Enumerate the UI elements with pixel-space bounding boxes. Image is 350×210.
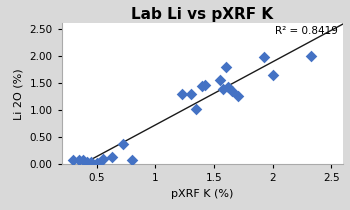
Title: Lab Li vs pXRF K: Lab Li vs pXRF K — [131, 7, 273, 22]
Point — [217, 79, 223, 82]
Point — [96, 161, 102, 164]
Point — [71, 159, 76, 162]
Point — [199, 84, 205, 87]
Point — [194, 107, 199, 111]
Point — [202, 83, 208, 87]
Point — [94, 161, 100, 164]
Point — [270, 73, 275, 76]
Point — [235, 95, 240, 98]
Point — [88, 160, 94, 163]
Point — [262, 56, 267, 59]
Point — [220, 88, 226, 91]
Point — [85, 160, 90, 163]
Point — [225, 85, 231, 89]
Y-axis label: Li 2O (%): Li 2O (%) — [14, 68, 24, 119]
Point — [100, 157, 105, 160]
Text: R² = 0.8419: R² = 0.8419 — [274, 26, 337, 36]
Point — [223, 65, 229, 68]
Point — [180, 92, 185, 95]
Point — [109, 156, 115, 159]
Point — [76, 159, 82, 162]
Point — [188, 93, 194, 96]
Point — [80, 159, 85, 162]
Point — [229, 89, 234, 93]
Point — [120, 143, 125, 146]
X-axis label: pXRF K (%): pXRF K (%) — [171, 189, 233, 199]
Point — [129, 158, 135, 162]
Point — [309, 54, 314, 57]
